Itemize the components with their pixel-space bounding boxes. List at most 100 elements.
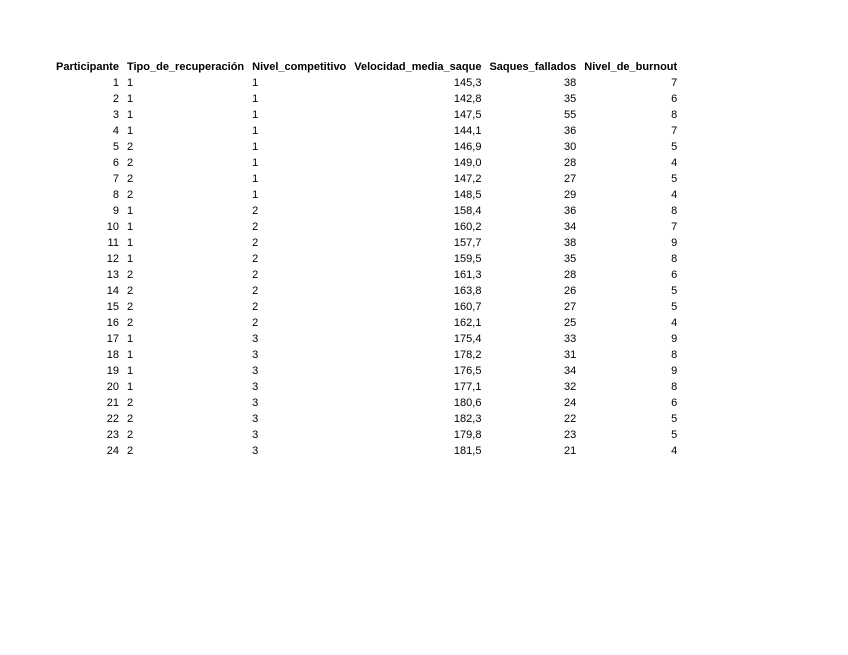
cell-nivel-competitivo: 3 [252,365,259,377]
cell-tipo-de-recuperacion: 1 [126,381,134,393]
table-row: 18 1 3 178,2 31 8 [52,347,681,363]
column-header-nivel-de-burnout: Nivel_de_burnout [584,61,678,73]
cell-tipo-de-recuperacion: 1 [126,237,134,249]
table-body: 1 1 1 145,3 38 7 2 1 1 142,8 35 6 3 1 1 147,5 55 8 4 1 1 144,… [52,75,681,459]
cell-nivel-de-burnout: 5 [671,413,678,425]
cell-nivel-de-burnout: 4 [671,317,678,329]
cell-tipo-de-recuperacion: 2 [126,189,134,201]
cell-velocidad-media-saque: 142,8 [453,93,482,105]
cell-velocidad-media-saque: 178,2 [453,349,482,361]
table-row: 17 1 3 175,4 33 9 [52,331,681,347]
cell-nivel-competitivo: 1 [252,109,259,121]
cell-nivel-competitivo: 3 [252,445,259,457]
cell-saques-fallados: 34 [564,221,577,233]
table-row: 14 2 2 163,8 26 5 [52,283,681,299]
cell-nivel-competitivo: 1 [252,93,259,105]
cell-nivel-de-burnout: 6 [671,269,678,281]
table-row: 12 1 2 159,5 35 8 [52,251,681,267]
cell-nivel-competitivo: 2 [252,221,259,233]
cell-nivel-de-burnout: 6 [671,93,678,105]
cell-saques-fallados: 28 [564,269,577,281]
cell-nivel-competitivo: 2 [252,317,259,329]
cell-nivel-competitivo: 1 [252,189,259,201]
column-header-tipo-de-recuperacion: Tipo_de_recuperación [126,61,245,73]
cell-saques-fallados: 30 [564,141,577,153]
cell-nivel-de-burnout: 9 [671,365,678,377]
table-row: 13 2 2 161,3 28 6 [52,267,681,283]
cell-participante: 7 [112,173,119,185]
cell-velocidad-media-saque: 179,8 [453,429,482,441]
cell-nivel-de-burnout: 5 [671,301,678,313]
cell-velocidad-media-saque: 146,9 [453,141,482,153]
cell-tipo-de-recuperacion: 1 [126,125,134,137]
cell-velocidad-media-saque: 161,3 [453,269,482,281]
cell-participante: 14 [106,285,119,297]
cell-saques-fallados: 27 [564,301,577,313]
cell-nivel-competitivo: 1 [252,173,259,185]
cell-nivel-competitivo: 2 [252,237,259,249]
cell-saques-fallados: 34 [564,365,577,377]
table-row: 11 1 2 157,7 38 9 [52,235,681,251]
table-row: 16 2 2 162,1 25 4 [52,315,681,331]
cell-velocidad-media-saque: 157,7 [453,237,482,249]
cell-participante: 19 [106,365,119,377]
cell-velocidad-media-saque: 158,4 [453,205,482,217]
cell-nivel-de-burnout: 5 [671,173,678,185]
cell-nivel-de-burnout: 7 [671,125,678,137]
cell-tipo-de-recuperacion: 1 [126,205,134,217]
cell-saques-fallados: 27 [564,173,577,185]
cell-nivel-competitivo: 3 [252,333,259,345]
cell-nivel-de-burnout: 5 [671,429,678,441]
cell-velocidad-media-saque: 180,6 [453,397,482,409]
cell-participante: 15 [106,301,119,313]
cell-participante: 9 [112,205,119,217]
table-row: 8 2 1 148,5 29 4 [52,187,681,203]
cell-saques-fallados: 31 [564,349,577,361]
table-row: 5 2 1 146,9 30 5 [52,139,681,155]
cell-velocidad-media-saque: 175,4 [453,333,482,345]
cell-saques-fallados: 38 [564,77,577,89]
cell-participante: 12 [106,253,119,265]
cell-participante: 13 [106,269,119,281]
cell-saques-fallados: 29 [564,189,577,201]
cell-participante: 22 [106,413,119,425]
cell-saques-fallados: 26 [564,285,577,297]
cell-nivel-competitivo: 1 [252,157,259,169]
table-header: Participante Tipo_de_recuperación Nivel_… [52,59,681,75]
cell-saques-fallados: 36 [564,205,577,217]
cell-nivel-de-burnout: 4 [671,189,678,201]
cell-nivel-de-burnout: 5 [671,141,678,153]
cell-velocidad-media-saque: 148,5 [453,189,482,201]
cell-saques-fallados: 24 [564,397,577,409]
cell-participante: 8 [112,189,119,201]
cell-participante: 16 [106,317,119,329]
cell-nivel-de-burnout: 4 [671,445,678,457]
cell-velocidad-media-saque: 177,1 [453,381,482,393]
cell-velocidad-media-saque: 176,5 [453,365,482,377]
cell-nivel-de-burnout: 8 [671,205,678,217]
cell-nivel-de-burnout: 7 [671,77,678,89]
table-row: 15 2 2 160,7 27 5 [52,299,681,315]
cell-velocidad-media-saque: 145,3 [453,77,482,89]
cell-participante: 21 [106,397,119,409]
cell-tipo-de-recuperacion: 2 [126,317,134,329]
table-row: 3 1 1 147,5 55 8 [52,107,681,123]
cell-nivel-de-burnout: 4 [671,157,678,169]
cell-participante: 4 [112,125,119,137]
cell-participante: 6 [112,157,119,169]
cell-velocidad-media-saque: 162,1 [453,317,482,329]
cell-tipo-de-recuperacion: 1 [126,77,134,89]
cell-participante: 2 [112,93,119,105]
cell-participante: 18 [106,349,119,361]
cell-velocidad-media-saque: 147,2 [453,173,482,185]
cell-participante: 5 [112,141,119,153]
cell-nivel-de-burnout: 6 [671,397,678,409]
cell-nivel-competitivo: 3 [252,429,259,441]
cell-saques-fallados: 35 [564,93,577,105]
table-row: 9 1 2 158,4 36 8 [52,203,681,219]
cell-velocidad-media-saque: 181,5 [453,445,482,457]
cell-participante: 17 [106,333,119,345]
cell-nivel-de-burnout: 9 [671,237,678,249]
column-header-participante: Participante [56,61,119,73]
